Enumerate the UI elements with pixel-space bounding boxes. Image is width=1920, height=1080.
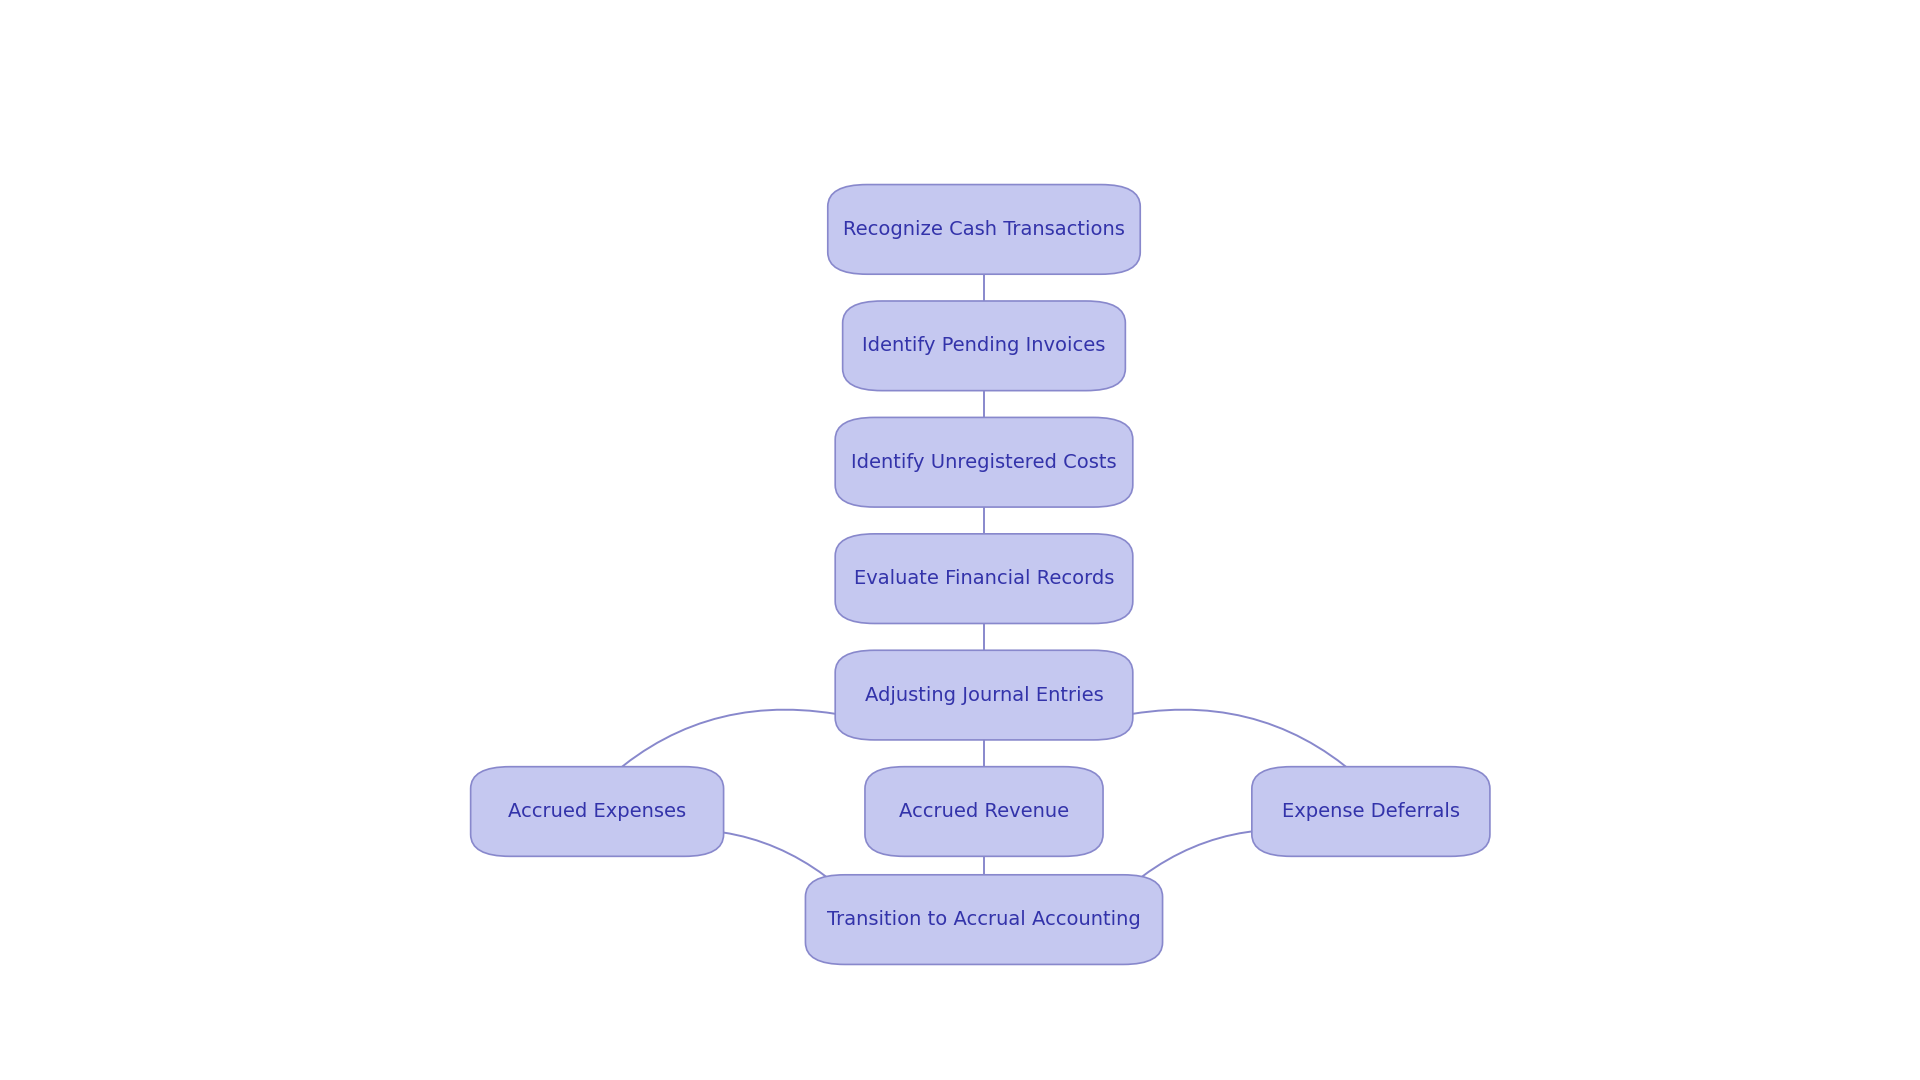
Text: Recognize Cash Transactions: Recognize Cash Transactions	[843, 220, 1125, 239]
Text: Accrued Expenses: Accrued Expenses	[509, 802, 685, 821]
FancyBboxPatch shape	[470, 767, 724, 856]
Text: Evaluate Financial Records: Evaluate Financial Records	[854, 569, 1114, 589]
Text: Identify Unregistered Costs: Identify Unregistered Costs	[851, 453, 1117, 472]
Text: Accrued Revenue: Accrued Revenue	[899, 802, 1069, 821]
Text: Expense Deferrals: Expense Deferrals	[1283, 802, 1459, 821]
FancyBboxPatch shape	[1252, 767, 1490, 856]
Text: Transition to Accrual Accounting: Transition to Accrual Accounting	[828, 910, 1140, 929]
FancyBboxPatch shape	[806, 875, 1162, 964]
FancyBboxPatch shape	[864, 767, 1102, 856]
FancyBboxPatch shape	[835, 417, 1133, 508]
FancyBboxPatch shape	[835, 534, 1133, 623]
FancyBboxPatch shape	[835, 650, 1133, 740]
FancyBboxPatch shape	[828, 185, 1140, 274]
Text: Identify Pending Invoices: Identify Pending Invoices	[862, 336, 1106, 355]
Text: Adjusting Journal Entries: Adjusting Journal Entries	[864, 686, 1104, 704]
FancyBboxPatch shape	[843, 301, 1125, 391]
